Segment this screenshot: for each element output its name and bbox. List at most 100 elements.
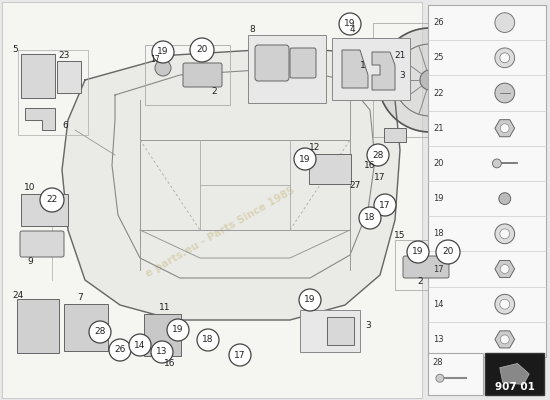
Circle shape bbox=[500, 124, 509, 133]
FancyBboxPatch shape bbox=[248, 35, 326, 103]
Text: 3: 3 bbox=[365, 320, 371, 330]
Polygon shape bbox=[495, 120, 515, 137]
Circle shape bbox=[40, 188, 64, 212]
Circle shape bbox=[495, 48, 515, 68]
FancyBboxPatch shape bbox=[290, 48, 316, 78]
FancyBboxPatch shape bbox=[428, 5, 546, 357]
Polygon shape bbox=[500, 364, 529, 384]
FancyBboxPatch shape bbox=[384, 128, 406, 142]
Text: 20: 20 bbox=[196, 46, 208, 54]
Text: 19: 19 bbox=[433, 194, 443, 203]
Circle shape bbox=[495, 13, 515, 32]
Text: 14: 14 bbox=[433, 300, 443, 309]
Text: 21: 21 bbox=[394, 50, 406, 60]
Text: 19: 19 bbox=[412, 248, 424, 256]
Text: 12: 12 bbox=[309, 142, 321, 152]
Text: 24: 24 bbox=[12, 290, 24, 300]
Text: 6: 6 bbox=[62, 120, 68, 130]
Circle shape bbox=[500, 264, 509, 274]
Circle shape bbox=[500, 53, 510, 63]
Polygon shape bbox=[62, 48, 400, 320]
FancyBboxPatch shape bbox=[485, 353, 544, 395]
Text: 13: 13 bbox=[433, 335, 443, 344]
Text: 28: 28 bbox=[432, 358, 443, 367]
Text: 18: 18 bbox=[202, 336, 214, 344]
Text: 17: 17 bbox=[234, 350, 246, 360]
Text: 19: 19 bbox=[172, 326, 184, 334]
FancyBboxPatch shape bbox=[144, 314, 181, 356]
Text: 16: 16 bbox=[364, 160, 376, 170]
Circle shape bbox=[89, 321, 111, 343]
Text: 15: 15 bbox=[394, 230, 406, 240]
Circle shape bbox=[155, 60, 171, 76]
Text: 23: 23 bbox=[58, 50, 70, 60]
Text: 20: 20 bbox=[442, 248, 454, 256]
Circle shape bbox=[229, 344, 251, 366]
FancyBboxPatch shape bbox=[21, 54, 55, 98]
Text: 22: 22 bbox=[46, 196, 58, 204]
FancyBboxPatch shape bbox=[20, 231, 64, 257]
Circle shape bbox=[495, 83, 515, 103]
Text: 14: 14 bbox=[134, 340, 146, 350]
Text: 17: 17 bbox=[150, 56, 160, 64]
Text: 13: 13 bbox=[156, 348, 168, 356]
FancyBboxPatch shape bbox=[332, 38, 410, 100]
FancyBboxPatch shape bbox=[2, 2, 421, 398]
FancyBboxPatch shape bbox=[17, 299, 59, 353]
Text: 25: 25 bbox=[433, 53, 443, 62]
Circle shape bbox=[359, 207, 381, 229]
FancyBboxPatch shape bbox=[21, 194, 68, 226]
Circle shape bbox=[500, 299, 510, 309]
FancyBboxPatch shape bbox=[309, 154, 351, 184]
Circle shape bbox=[294, 148, 316, 170]
FancyBboxPatch shape bbox=[64, 304, 108, 351]
Text: 5: 5 bbox=[12, 46, 18, 54]
Text: 19: 19 bbox=[304, 296, 316, 304]
Text: 17: 17 bbox=[379, 200, 390, 210]
Text: 2: 2 bbox=[417, 278, 423, 286]
Text: 20: 20 bbox=[433, 159, 443, 168]
Text: 19: 19 bbox=[299, 154, 311, 164]
Polygon shape bbox=[495, 260, 515, 278]
Text: 4: 4 bbox=[349, 26, 355, 34]
Text: 16: 16 bbox=[164, 358, 176, 368]
Circle shape bbox=[151, 341, 173, 363]
Text: 21: 21 bbox=[433, 124, 443, 133]
Text: 28: 28 bbox=[372, 150, 384, 160]
Polygon shape bbox=[378, 28, 482, 132]
FancyBboxPatch shape bbox=[300, 310, 360, 352]
FancyBboxPatch shape bbox=[183, 63, 222, 87]
Circle shape bbox=[499, 193, 511, 204]
Text: 19: 19 bbox=[157, 48, 169, 56]
Text: 10: 10 bbox=[24, 184, 36, 192]
Polygon shape bbox=[420, 70, 440, 90]
Circle shape bbox=[152, 41, 174, 63]
Circle shape bbox=[190, 38, 214, 62]
Circle shape bbox=[109, 339, 131, 361]
FancyBboxPatch shape bbox=[255, 45, 289, 81]
Text: 8: 8 bbox=[249, 26, 255, 34]
Circle shape bbox=[500, 335, 509, 344]
Circle shape bbox=[407, 241, 429, 263]
Circle shape bbox=[495, 294, 515, 314]
Text: 27: 27 bbox=[349, 180, 361, 190]
Circle shape bbox=[367, 144, 389, 166]
FancyBboxPatch shape bbox=[327, 317, 354, 345]
Polygon shape bbox=[372, 52, 395, 90]
Circle shape bbox=[197, 329, 219, 351]
Text: 22: 22 bbox=[433, 88, 443, 98]
Text: 28: 28 bbox=[94, 328, 106, 336]
Text: 19: 19 bbox=[344, 20, 356, 28]
Text: e parts.eu - Parts Since 1985: e parts.eu - Parts Since 1985 bbox=[144, 185, 296, 279]
Text: 18: 18 bbox=[364, 214, 376, 222]
Text: 11: 11 bbox=[160, 302, 170, 312]
Text: 26: 26 bbox=[114, 346, 126, 354]
Text: 2: 2 bbox=[211, 88, 217, 96]
Text: 7: 7 bbox=[77, 294, 83, 302]
Circle shape bbox=[167, 319, 189, 341]
Text: 18: 18 bbox=[433, 229, 443, 238]
Circle shape bbox=[492, 159, 501, 168]
Text: 9: 9 bbox=[27, 258, 33, 266]
Circle shape bbox=[436, 374, 444, 382]
FancyBboxPatch shape bbox=[57, 61, 81, 93]
